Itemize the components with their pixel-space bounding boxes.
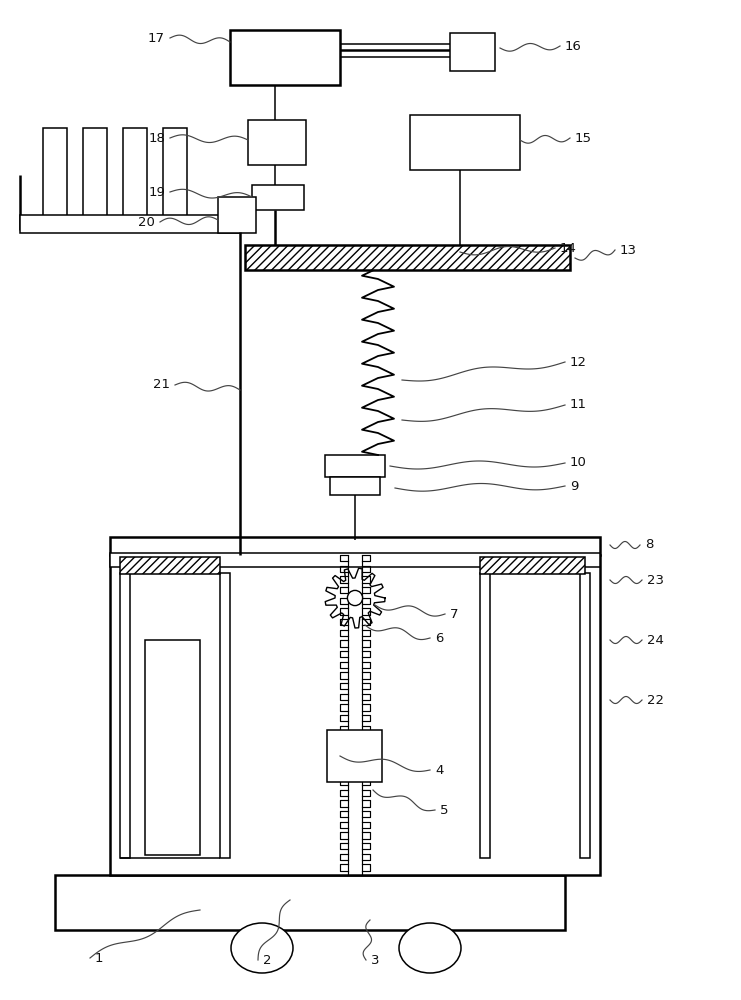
Bar	[20, 215, 240, 233]
Bar	[327, 730, 382, 782]
Text: 17: 17	[148, 31, 165, 44]
Text: 5: 5	[440, 804, 448, 816]
Bar	[55, 875, 565, 930]
Text: 10: 10	[570, 456, 587, 470]
Bar	[252, 185, 304, 210]
Bar	[410, 115, 520, 170]
Bar	[450, 33, 495, 71]
Ellipse shape	[399, 923, 461, 973]
Bar	[218, 197, 256, 233]
Bar	[123, 128, 147, 230]
Bar	[120, 557, 220, 574]
Text: 16: 16	[565, 39, 582, 52]
Bar	[83, 128, 107, 230]
Bar	[248, 120, 306, 165]
Text: 23: 23	[647, 574, 664, 586]
Bar	[330, 477, 380, 495]
Bar	[325, 455, 385, 477]
Text: 11: 11	[570, 398, 587, 412]
Bar	[480, 573, 490, 858]
Bar	[110, 555, 600, 875]
Text: 3: 3	[371, 954, 379, 966]
Bar	[145, 640, 200, 855]
Bar	[580, 573, 590, 858]
Text: 22: 22	[647, 694, 664, 706]
Bar	[163, 128, 187, 230]
Text: 8: 8	[645, 538, 654, 552]
Text: 14: 14	[560, 241, 577, 254]
Bar	[245, 245, 570, 270]
Text: 20: 20	[138, 216, 155, 229]
Bar	[220, 573, 230, 858]
Text: 15: 15	[575, 131, 592, 144]
Text: 1: 1	[95, 952, 104, 964]
Text: 19: 19	[148, 186, 165, 198]
Bar	[110, 553, 600, 567]
Text: 4: 4	[435, 764, 443, 776]
Ellipse shape	[231, 923, 293, 973]
Text: 21: 21	[153, 378, 170, 391]
Text: 12: 12	[570, 356, 587, 368]
Bar	[110, 537, 600, 555]
Bar	[480, 557, 585, 574]
Bar	[230, 30, 340, 85]
Text: 24: 24	[647, 634, 664, 647]
Text: 7: 7	[450, 607, 459, 620]
Bar	[120, 573, 130, 858]
Circle shape	[348, 590, 362, 606]
Text: 9: 9	[570, 480, 579, 492]
Text: 6: 6	[435, 632, 443, 645]
Text: 13: 13	[620, 243, 637, 256]
Text: 18: 18	[148, 131, 165, 144]
Text: 2: 2	[263, 954, 271, 966]
Bar	[43, 128, 67, 230]
